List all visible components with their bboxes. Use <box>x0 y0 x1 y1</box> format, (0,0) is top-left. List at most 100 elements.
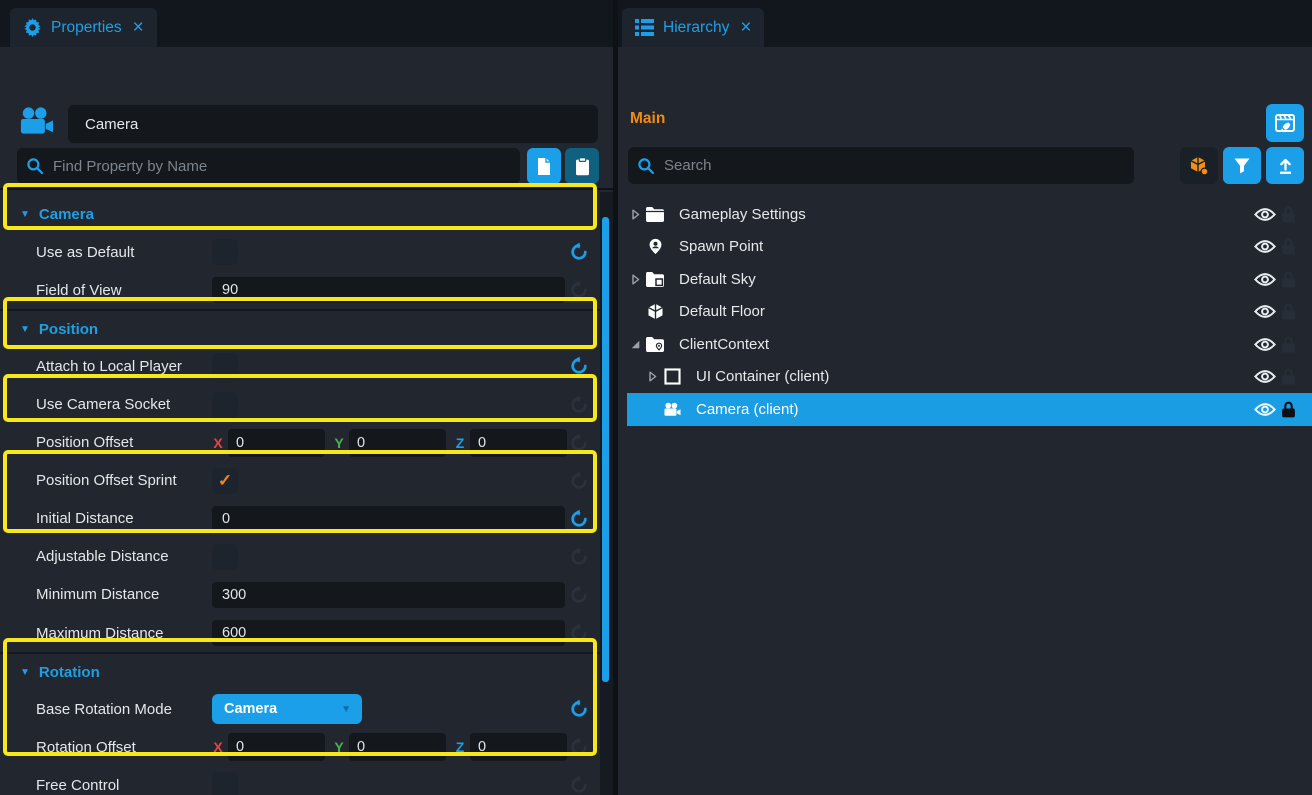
expand-arrow-icon[interactable] <box>626 209 644 220</box>
tree-item-label: Camera (client) <box>696 400 799 418</box>
copy-icon <box>536 157 552 176</box>
tree-row-default-floor[interactable]: Default Floor <box>618 296 1312 329</box>
reset-icon[interactable] <box>569 584 591 606</box>
visibility-eye-icon[interactable] <box>1254 401 1276 417</box>
visibility-eye-icon[interactable] <box>1254 239 1276 255</box>
chevron-down-icon: ▼ <box>20 208 30 220</box>
collapse-arrow-icon[interactable] <box>626 339 644 350</box>
close-icon[interactable]: × <box>740 17 752 38</box>
properties-body: ▼ Camera Use as Default Field of View <box>0 47 613 795</box>
hierarchy-panel: Hierarchy × Main <box>618 0 1312 795</box>
expand-arrow-icon[interactable] <box>626 274 644 285</box>
lock-icon[interactable] <box>1281 303 1297 320</box>
clapperboard-rocket-icon <box>1274 112 1296 134</box>
tree-row-gameplay-settings[interactable]: Gameplay Settings <box>618 198 1312 231</box>
folder-pin-icon <box>644 336 666 353</box>
axis-z-label: Z <box>455 434 465 451</box>
field-of-view-input[interactable] <box>212 277 565 304</box>
reset-icon[interactable] <box>569 355 591 377</box>
axis-x-label: X <box>213 434 223 451</box>
scrollbar-track[interactable] <box>600 192 613 795</box>
panel-divider <box>0 188 613 190</box>
rotation-offset-z-input[interactable] <box>470 733 567 762</box>
property-row-field-of-view: Field of View <box>0 271 600 309</box>
reset-icon[interactable] <box>569 736 591 758</box>
tab-properties[interactable]: Properties × <box>10 8 157 47</box>
property-row-minimum-distance: Minimum Distance <box>0 576 600 614</box>
property-search-input[interactable] <box>17 148 520 184</box>
tree-item-label: Default Floor <box>679 303 765 321</box>
property-row-adjustable-distance: Adjustable Distance <box>0 538 600 576</box>
reset-icon[interactable] <box>569 508 591 530</box>
section-header-position[interactable]: ▼ Position <box>0 309 600 347</box>
visibility-eye-icon[interactable] <box>1254 271 1276 287</box>
reset-icon[interactable] <box>569 394 591 416</box>
reset-icon[interactable] <box>569 622 591 644</box>
hierarchy-search-input[interactable] <box>628 147 1134 184</box>
folder-cube-icon <box>644 271 666 288</box>
filter-button[interactable] <box>1223 147 1261 184</box>
section-header-rotation[interactable]: ▼ Rotation <box>0 652 600 690</box>
position-offset-y-input[interactable] <box>349 428 446 457</box>
close-icon[interactable]: × <box>132 17 144 38</box>
object-name-field[interactable] <box>68 105 598 143</box>
reset-icon[interactable] <box>569 470 591 492</box>
spawn-point-icon <box>644 238 666 255</box>
object-visibility-button[interactable] <box>1180 147 1218 184</box>
reset-icon[interactable] <box>569 241 591 263</box>
visibility-eye-icon[interactable] <box>1254 336 1276 352</box>
property-row-free-control: Free Control <box>0 766 600 795</box>
chevron-down-icon: ▼ <box>20 666 30 678</box>
section-header-camera[interactable]: ▼ Camera <box>20 205 94 223</box>
free-control-checkbox[interactable] <box>212 772 238 795</box>
hierarchy-tabbar: Hierarchy × <box>618 0 1312 47</box>
tree-row-ui-container[interactable]: UI Container (client) <box>618 361 1312 394</box>
reset-icon[interactable] <box>569 279 591 301</box>
adjustable-distance-checkbox[interactable] <box>212 543 238 570</box>
paste-properties-button[interactable] <box>565 148 599 184</box>
visibility-eye-icon[interactable] <box>1254 206 1276 222</box>
lock-icon[interactable] <box>1281 271 1297 288</box>
rotation-offset-x-input[interactable] <box>228 733 325 762</box>
visibility-eye-icon[interactable] <box>1254 369 1276 385</box>
scrollbar-thumb[interactable] <box>602 217 609 682</box>
lock-icon[interactable] <box>1281 401 1297 418</box>
maximum-distance-input[interactable] <box>212 620 565 647</box>
position-offset-x-input[interactable] <box>228 428 325 457</box>
tree-item-label: UI Container (client) <box>696 368 830 386</box>
position-offset-z-input[interactable] <box>470 428 567 457</box>
hierarchy-tree: Gameplay Settings Spawn Point <box>618 198 1312 426</box>
expand-arrow-icon[interactable] <box>643 371 661 382</box>
minimum-distance-input[interactable] <box>212 581 565 608</box>
scene-preview-button[interactable] <box>1266 104 1304 142</box>
lock-icon[interactable] <box>1281 206 1297 223</box>
rotation-offset-y-input[interactable] <box>349 733 446 762</box>
initial-distance-input[interactable] <box>212 505 565 532</box>
visibility-eye-icon[interactable] <box>1254 304 1276 320</box>
reset-icon[interactable] <box>569 774 591 795</box>
use-as-default-checkbox[interactable] <box>212 239 238 266</box>
lock-icon[interactable] <box>1281 238 1297 255</box>
base-rotation-mode-dropdown[interactable]: Camera ▼ <box>212 694 362 725</box>
property-list: ▼ Camera Use as Default Field of View <box>0 195 600 795</box>
position-offset-sprint-checkbox[interactable]: ✓ <box>212 467 238 494</box>
reset-icon[interactable] <box>569 546 591 568</box>
tree-row-default-sky[interactable]: Default Sky <box>618 263 1312 296</box>
axis-z-label: Z <box>455 739 465 756</box>
copy-properties-button[interactable] <box>527 148 561 184</box>
reset-icon[interactable] <box>569 698 591 720</box>
use-camera-socket-checkbox[interactable] <box>212 391 238 418</box>
lock-icon[interactable] <box>1281 336 1297 353</box>
lock-icon[interactable] <box>1281 368 1297 385</box>
reset-icon[interactable] <box>569 432 591 454</box>
cube-icon <box>644 303 666 320</box>
attach-to-local-player-checkbox[interactable] <box>212 353 238 380</box>
property-row-rotation-offset: Rotation Offset X Y Z <box>0 728 600 766</box>
publish-button[interactable] <box>1266 147 1304 184</box>
tree-row-clientcontext[interactable]: ClientContext <box>618 328 1312 361</box>
tree-row-camera-client[interactable]: Camera (client) <box>618 393 1312 426</box>
tab-hierarchy[interactable]: Hierarchy × <box>622 8 765 47</box>
tree-item-label: Gameplay Settings <box>679 205 806 223</box>
tree-row-spawn-point[interactable]: Spawn Point <box>618 231 1312 264</box>
check-icon: ✓ <box>217 470 233 490</box>
